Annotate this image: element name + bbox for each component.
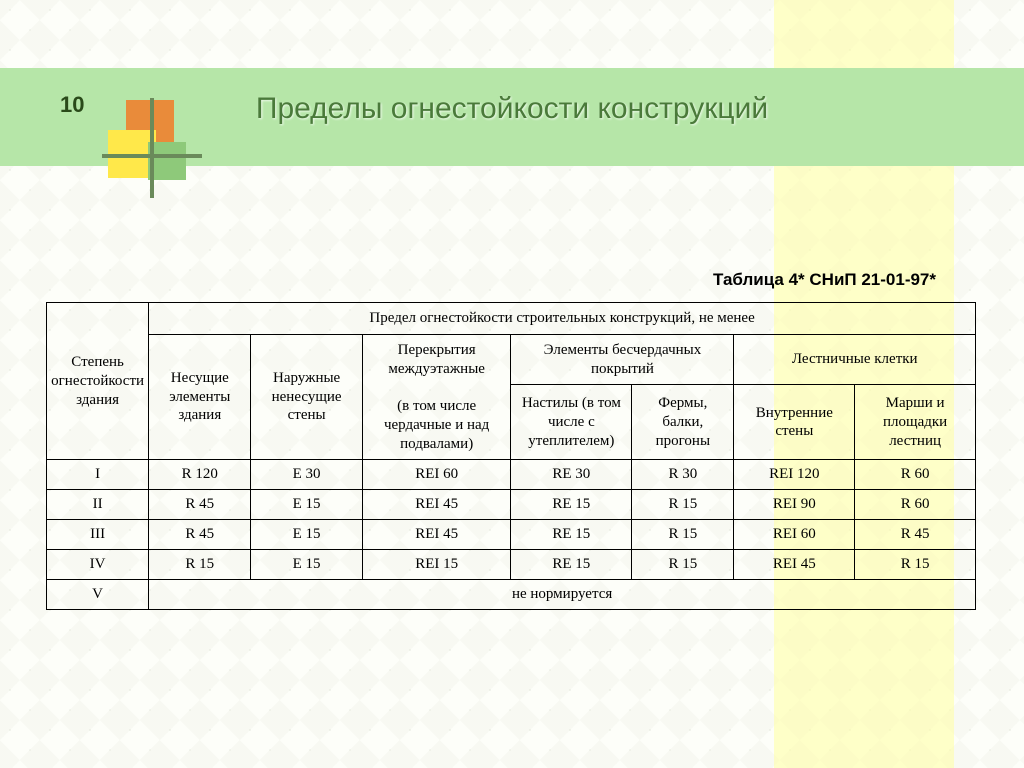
table-caption: Таблица 4* СНиП 21-01-97* <box>713 270 936 290</box>
table-row: Vне нормируется <box>47 580 976 610</box>
cell-value: R 120 <box>149 460 251 490</box>
col-header-merged-top: Предел огнестойкости строительных констр… <box>149 303 976 335</box>
cell-not-regulated: не нормируется <box>149 580 976 610</box>
cell-value: R 45 <box>149 520 251 550</box>
cell-value: REI 45 <box>734 550 855 580</box>
cell-value: REI 120 <box>734 460 855 490</box>
cell-value: RE 15 <box>511 490 632 520</box>
cell-value: REI 90 <box>734 490 855 520</box>
cell-degree: I <box>47 460 149 490</box>
cell-value: R 45 <box>149 490 251 520</box>
cell-value: R 60 <box>855 490 976 520</box>
table-row: IVR 15E 15REI 15RE 15R 15REI 45R 15 <box>47 550 976 580</box>
col-header-external-walls: Наружные ненесущие стены <box>251 334 362 460</box>
cell-value: R 15 <box>632 490 734 520</box>
cell-degree: V <box>47 580 149 610</box>
page-number: 10 <box>60 92 84 118</box>
fire-resistance-table: Степень огнестойкости здания Предел огне… <box>46 302 976 610</box>
cell-degree: II <box>47 490 149 520</box>
col-subheader-deck: Настилы (в том числе с утеплителем) <box>511 385 632 460</box>
col-header-roofing: Элементы бесчердачных покрытий <box>511 334 734 385</box>
cell-degree: IV <box>47 550 149 580</box>
cell-value: RE 30 <box>511 460 632 490</box>
col-header-stairs: Лестничные клетки <box>734 334 976 385</box>
cell-value: REI 15 <box>362 550 511 580</box>
col-header-floors-sub: (в том числе чердачные и над подвалами) <box>384 398 489 452</box>
col-header-floors: Перекрытия междуэтажные (в том числе чер… <box>362 334 511 460</box>
table-row: IR 120E 30REI 60RE 30R 30REI 120R 60 <box>47 460 976 490</box>
cell-value: R 15 <box>855 550 976 580</box>
cell-value: REI 60 <box>362 460 511 490</box>
cell-value: E 15 <box>251 550 362 580</box>
cell-value: RE 15 <box>511 520 632 550</box>
cell-value: R 15 <box>632 520 734 550</box>
col-header-floors-main: Перекрытия междуэтажные <box>388 342 485 377</box>
cell-degree: III <box>47 520 149 550</box>
col-subheader-stair-flights: Марши и площадки лестниц <box>855 385 976 460</box>
col-subheader-beams: Фермы, балки, прогоны <box>632 385 734 460</box>
cell-value: REI 60 <box>734 520 855 550</box>
cell-value: REI 45 <box>362 490 511 520</box>
table-row: IIIR 45E 15REI 45RE 15R 15REI 60R 45 <box>47 520 976 550</box>
cell-value: E 15 <box>251 520 362 550</box>
col-header-bearing: Несущие элементы здания <box>149 334 251 460</box>
col-header-degree: Степень огнестойкости здания <box>47 303 149 460</box>
cell-value: R 15 <box>632 550 734 580</box>
col-subheader-inner-walls: Внутренние стены <box>734 385 855 460</box>
table-row: IIR 45E 15REI 45RE 15R 15REI 90R 60 <box>47 490 976 520</box>
cell-value: REI 45 <box>362 520 511 550</box>
cell-value: E 15 <box>251 490 362 520</box>
cell-value: R 15 <box>149 550 251 580</box>
cell-value: R 30 <box>632 460 734 490</box>
page-title: Пределы огнестойкости конструкций <box>0 92 1024 126</box>
cell-value: R 45 <box>855 520 976 550</box>
cell-value: R 60 <box>855 460 976 490</box>
cell-value: E 30 <box>251 460 362 490</box>
cell-value: RE 15 <box>511 550 632 580</box>
